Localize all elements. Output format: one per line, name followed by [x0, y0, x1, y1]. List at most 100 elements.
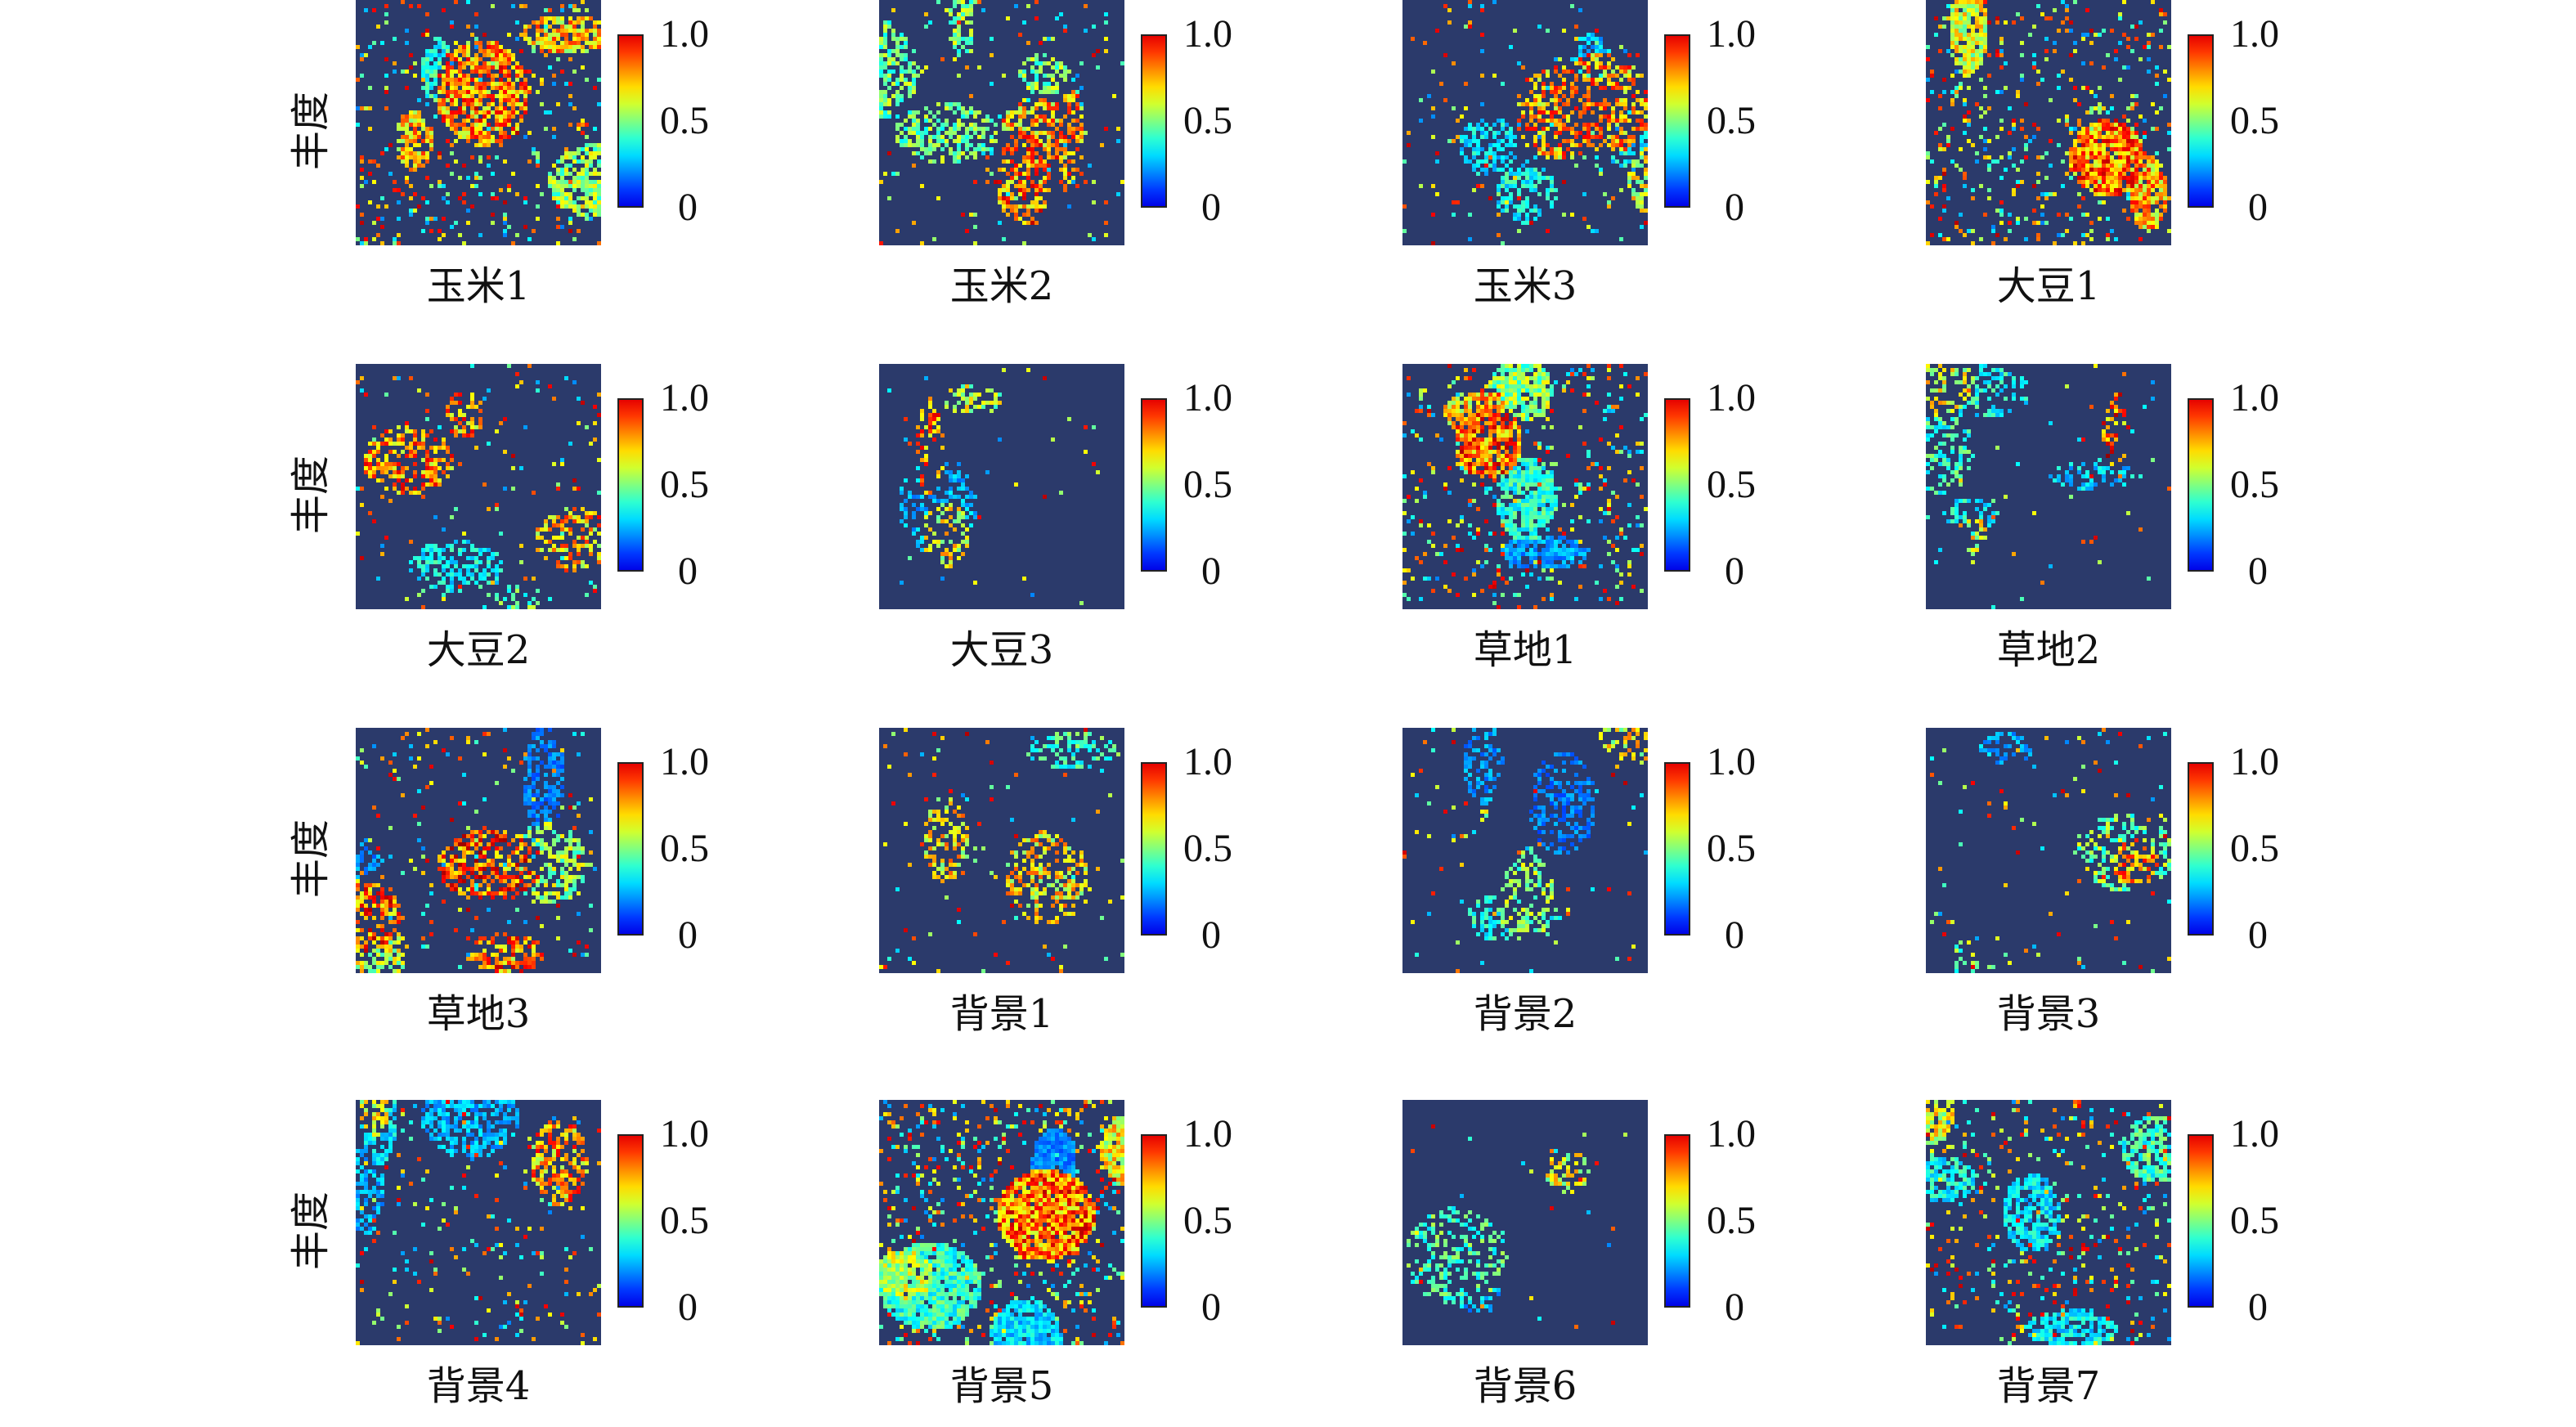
pixel-cell: [372, 8, 376, 12]
pixel-cell: [1546, 397, 1550, 401]
pixel-cell: [1558, 143, 1562, 147]
pixel-cell: [2094, 159, 2098, 164]
pixel-cell: [932, 123, 936, 127]
pixel-cell: [900, 131, 904, 135]
pixel-cell: [380, 495, 384, 499]
pixel-cell: [1501, 159, 1505, 164]
abundance-map: [356, 364, 601, 609]
pixel-cell: [1468, 446, 1472, 450]
pixel-cell: [425, 139, 429, 143]
pixel-cell: [1521, 413, 1525, 417]
pixel-cell: [1480, 131, 1484, 135]
pixel-cell: [900, 53, 904, 57]
pixel-cell: [1963, 53, 1967, 57]
pixel-cell: [1513, 491, 1517, 495]
pixel-cell: [1039, 155, 1043, 159]
pixel-cell: [1472, 151, 1476, 155]
pixel-cell: [1983, 110, 1987, 114]
pixel-cell: [499, 70, 503, 74]
pixel-cell: [957, 507, 961, 511]
pixel-cell: [2147, 180, 2151, 184]
pixel-cell: [1537, 192, 1542, 196]
pixel-cell: [1550, 114, 1554, 119]
pixel-cell: [1582, 106, 1586, 110]
pixel-cell: [425, 86, 429, 90]
pixel-cell: [560, 155, 564, 159]
pixel-cell: [1558, 123, 1562, 127]
pixel-cell: [961, 16, 965, 20]
pixel-cell: [2134, 204, 2138, 209]
pixel-cell: [540, 102, 544, 106]
colorbar-gradient: [617, 398, 644, 572]
pixel-cell: [421, 482, 425, 487]
pixel-cell: [895, 41, 900, 45]
pixel-cell: [945, 552, 949, 556]
pixel-cell: [495, 572, 499, 577]
pixel-cell: [2004, 237, 2008, 241]
pixel-cell: [405, 164, 409, 168]
pixel-cell: [1566, 380, 1570, 384]
pixel-cell: [924, 446, 928, 450]
pixel-cell: [1991, 229, 1995, 233]
pixel-cell: [1501, 478, 1505, 482]
pixel-cell: [1995, 159, 1999, 164]
pixel-cell: [1537, 474, 1542, 478]
pixel-cell: [597, 37, 601, 41]
pixel-cell: [474, 65, 478, 70]
pixel-cell: [1644, 98, 1648, 102]
pixel-cell: [581, 519, 585, 523]
pixel-cell: [442, 114, 446, 119]
colorbar-tick-label: 0: [678, 550, 698, 593]
pixel-cell: [1447, 20, 1452, 25]
pixel-cell: [507, 589, 511, 593]
pixel-cell: [1488, 380, 1492, 384]
pixel-cell: [360, 57, 364, 61]
pixel-cell: [511, 114, 515, 119]
pixel-cell: [487, 123, 491, 127]
pixel-cell: [593, 438, 597, 442]
pixel-cell: [879, 110, 883, 114]
pixel-cell: [1022, 20, 1026, 25]
pixel-cell: [1509, 466, 1513, 470]
pixel-cell: [1586, 376, 1591, 380]
pixel-cell: [548, 49, 552, 53]
pixel-cell: [1533, 372, 1537, 376]
pixel-cell: [1623, 139, 1627, 143]
pixel-cell: [1542, 147, 1546, 151]
pixel-cell: [2044, 16, 2049, 20]
pixel-cell: [1525, 482, 1529, 487]
pixel-cell: [1987, 20, 1991, 25]
pixel-cell: [1104, 233, 1108, 237]
pixel-cell: [1488, 438, 1492, 442]
pixel-cell: [564, 82, 568, 86]
pixel-cell: [1464, 438, 1468, 442]
pixel-cell: [1509, 127, 1513, 131]
pixel-cell: [932, 147, 936, 151]
pixel-cell: [1476, 139, 1480, 143]
pixel-cell: [1554, 70, 1558, 74]
pixel-cell: [904, 41, 908, 45]
pixel-cell: [1607, 442, 1611, 446]
pixel-cell: [458, 82, 462, 86]
pixel-cell: [487, 94, 491, 98]
pixel-cell: [462, 417, 466, 421]
pixel-cell: [515, 233, 519, 237]
pixel-cell: [2134, 94, 2138, 98]
pixel-cell: [1464, 155, 1468, 159]
pixel-cell: [1002, 368, 1006, 372]
pixel-cell: [1468, 4, 1472, 8]
pixel-cell: [1537, 25, 1542, 29]
pixel-cell: [1026, 127, 1030, 131]
pixel-cell: [1002, 74, 1006, 78]
pixel-cell: [2040, 213, 2044, 217]
pixel-cell: [1550, 478, 1554, 482]
pixel-cell: [438, 552, 442, 556]
pixel-cell: [1595, 29, 1599, 33]
pixel-cell: [969, 20, 973, 25]
pixel-cell: [891, 37, 895, 41]
pixel-cell: [470, 429, 474, 433]
pixel-cell: [1582, 192, 1586, 196]
pixel-cell: [1938, 233, 1942, 237]
pixel-cell: [548, 110, 552, 114]
pixel-cell: [1047, 151, 1051, 155]
